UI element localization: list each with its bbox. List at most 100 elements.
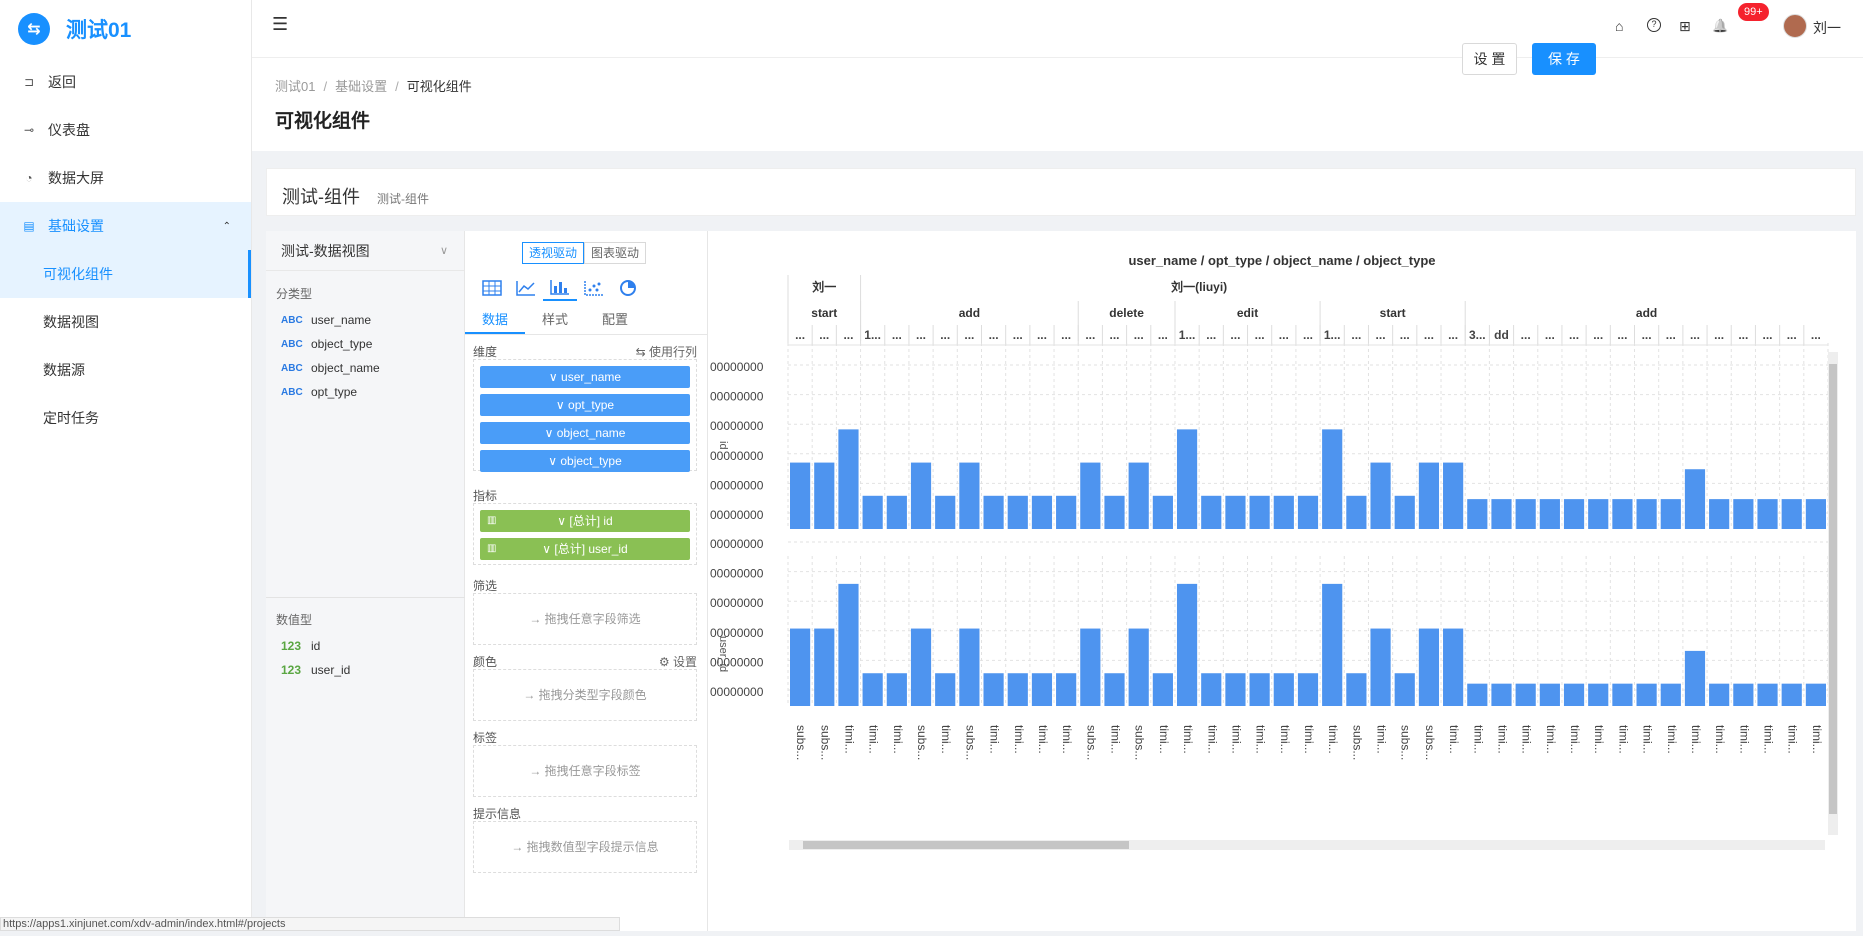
x-tick-label: subs... [794, 725, 808, 760]
y-tick-label: 00000000 [710, 478, 764, 492]
user-name[interactable]: 刘一 [1813, 20, 1841, 36]
chart-bar [1273, 495, 1294, 529]
config-panel: 透视驱动 图表驱动 数据 样式 配置 维度 ⇆ 使用行列 ∨ user_name… [465, 231, 708, 931]
tag-dropzone[interactable]: → 拖拽任意字段标签 [473, 745, 697, 797]
column-header-label: ... [964, 328, 974, 342]
component-name[interactable]: 测试-组件 [282, 187, 360, 207]
save-button[interactable]: 保 存 [1532, 43, 1596, 75]
chart-bar [1201, 495, 1222, 529]
chart-mode-button[interactable]: 图表驱动 [584, 242, 647, 264]
x-tick-label: timi... [1278, 725, 1292, 754]
scrollbar-thumb[interactable] [1829, 364, 1837, 814]
chart-bar [935, 495, 956, 529]
component-header: 测试-组件 测试-组件 [266, 168, 1856, 216]
line-chart-icon[interactable] [509, 275, 543, 301]
chart-bar [1128, 628, 1149, 706]
vertical-scrollbar[interactable] [1828, 352, 1838, 835]
dimension-dropzone[interactable]: ∨ user_name ∨ opt_type ∨ object_name ∨ o… [473, 359, 697, 472]
dimension-pill[interactable]: ∨ opt_type [480, 394, 690, 416]
number-type-icon: 123 [281, 663, 302, 677]
dimension-pill[interactable]: ∨ object_type [480, 450, 690, 472]
column-header-label: ... [1763, 328, 1773, 342]
scrollbar-thumb[interactable] [803, 841, 1129, 849]
chart-bar [1201, 673, 1222, 706]
pie-chart-icon[interactable] [611, 275, 645, 301]
field-item[interactable]: ABC opt_type [266, 380, 464, 404]
chart-bar [1684, 469, 1706, 529]
y-tick-label: 00000000 [710, 449, 764, 463]
x-tick-label: subs... [1133, 725, 1147, 760]
string-type-icon: ABC [281, 362, 303, 374]
tab-style[interactable]: 样式 [541, 312, 568, 327]
apps-grid-icon[interactable]: ⊞ [1679, 18, 1691, 34]
horizontal-scrollbar[interactable] [789, 840, 1825, 850]
chart-bar [1225, 495, 1246, 529]
chart-bar [1322, 429, 1343, 529]
help-icon[interactable]: ? [1647, 18, 1661, 32]
chart-bar [1709, 499, 1730, 529]
avatar[interactable] [1783, 14, 1807, 38]
tooltip-dropzone[interactable]: → 拖拽数值型字段提示信息 [473, 821, 697, 873]
app-logo[interactable]: ⇆ 测试01 [0, 0, 251, 58]
chart-panel: user_name / opt_type / object_name / obj… [708, 231, 1856, 931]
string-type-icon: ABC [281, 338, 303, 350]
field-item[interactable]: 123 id [266, 634, 465, 658]
tooltip-label: 提示信息 [473, 807, 522, 821]
pivot-mode-button[interactable]: 透视驱动 [522, 242, 585, 264]
notification-badge: 99+ [1738, 3, 1769, 21]
metric-pill[interactable]: ▥ ∨ [总计] user_id [480, 538, 690, 560]
table-chart-icon[interactable] [475, 275, 509, 301]
column-header-label: ... [1811, 328, 1821, 342]
color-settings-link[interactable]: ⚙ 设置 [658, 655, 697, 669]
breadcrumb-item[interactable]: 基础设置 [335, 79, 388, 94]
metric-dropzone[interactable]: ▥ ∨ [总计] id ▥ ∨ [总计] user_id [473, 503, 697, 565]
chart-bar [862, 495, 883, 529]
breadcrumb-item[interactable]: 测试01 [275, 79, 316, 94]
sidebar-item-dashboard[interactable]: ⊸ 仪表盘 [0, 106, 251, 154]
settings-button[interactable]: 设 置 [1462, 43, 1517, 75]
menu-toggle-icon[interactable]: ☰ [272, 14, 289, 34]
field-item[interactable]: ABC object_name [266, 356, 464, 380]
sidebar-item-back[interactable]: ⊐ 返回 [0, 58, 251, 106]
field-item[interactable]: ABC object_type [266, 332, 464, 356]
metric-pill[interactable]: ▥ ∨ [总计] id [480, 510, 690, 532]
x-tick-label: timi... [1568, 725, 1582, 754]
string-type-icon: ABC [281, 386, 303, 398]
color-dropzone[interactable]: → 拖拽分类型字段颜色 [473, 669, 697, 721]
sidebar-item-screen[interactable]: ◔ 数据大屏 [0, 154, 251, 202]
data-view-select[interactable]: 测试-数据视图 ∨ [266, 231, 464, 271]
dimension-pill[interactable]: ∨ object_name [480, 422, 690, 444]
scatter-chart-icon[interactable] [577, 275, 611, 301]
sidebar-subitem-datasource[interactable]: 数据源 [43, 362, 85, 378]
x-tick-label: timi... [1036, 725, 1050, 754]
bar-chart-icon[interactable] [543, 275, 577, 301]
chart-bar [1684, 650, 1706, 706]
column-header-label: ... [1521, 328, 1531, 342]
sidebar-subitem-scheduled-task[interactable]: 定时任务 [43, 410, 99, 426]
tab-data[interactable]: 数据 [465, 309, 525, 334]
chart-bar [1031, 495, 1053, 529]
numeric-section: 数值型 123 id 123 user_id [266, 611, 465, 682]
x-tick-label: timi... [1205, 725, 1219, 754]
field-item[interactable]: 123 user_id [266, 658, 465, 682]
tab-config[interactable]: 配置 [601, 312, 628, 327]
sidebar-subitem-data-view[interactable]: 数据视图 [43, 314, 99, 330]
y-tick-label: 00000000 [710, 626, 764, 640]
field-item[interactable]: ABC user_name [266, 308, 464, 332]
x-tick-label: timi... [1302, 725, 1316, 754]
use-row-col-toggle[interactable]: ⇆ 使用行列 [635, 345, 697, 359]
breadcrumb-current: 可视化组件 [406, 79, 472, 94]
filter-label: 筛选 [473, 579, 498, 593]
column-header-label: ... [1061, 328, 1071, 342]
dimension-pill[interactable]: ∨ user_name [480, 366, 690, 388]
filter-dropzone[interactable]: → 拖拽任意字段筛选 [473, 593, 697, 645]
sidebar-item-basic-settings[interactable]: ▤ 基础设置 ⌃ [0, 202, 251, 250]
sidebar-subitem-visual-component[interactable]: 可视化组件 [0, 250, 251, 298]
x-tick-label: timi... [842, 725, 856, 754]
x-tick-label: subs... [963, 725, 977, 760]
mode-switch: 透视驱动 图表驱动 [522, 242, 647, 264]
chart-bar [1007, 673, 1028, 706]
field-label: user_name [311, 313, 372, 327]
home-icon[interactable]: ⌂ [1615, 18, 1624, 34]
bell-icon[interactable]: 🔔 [1712, 18, 1729, 33]
